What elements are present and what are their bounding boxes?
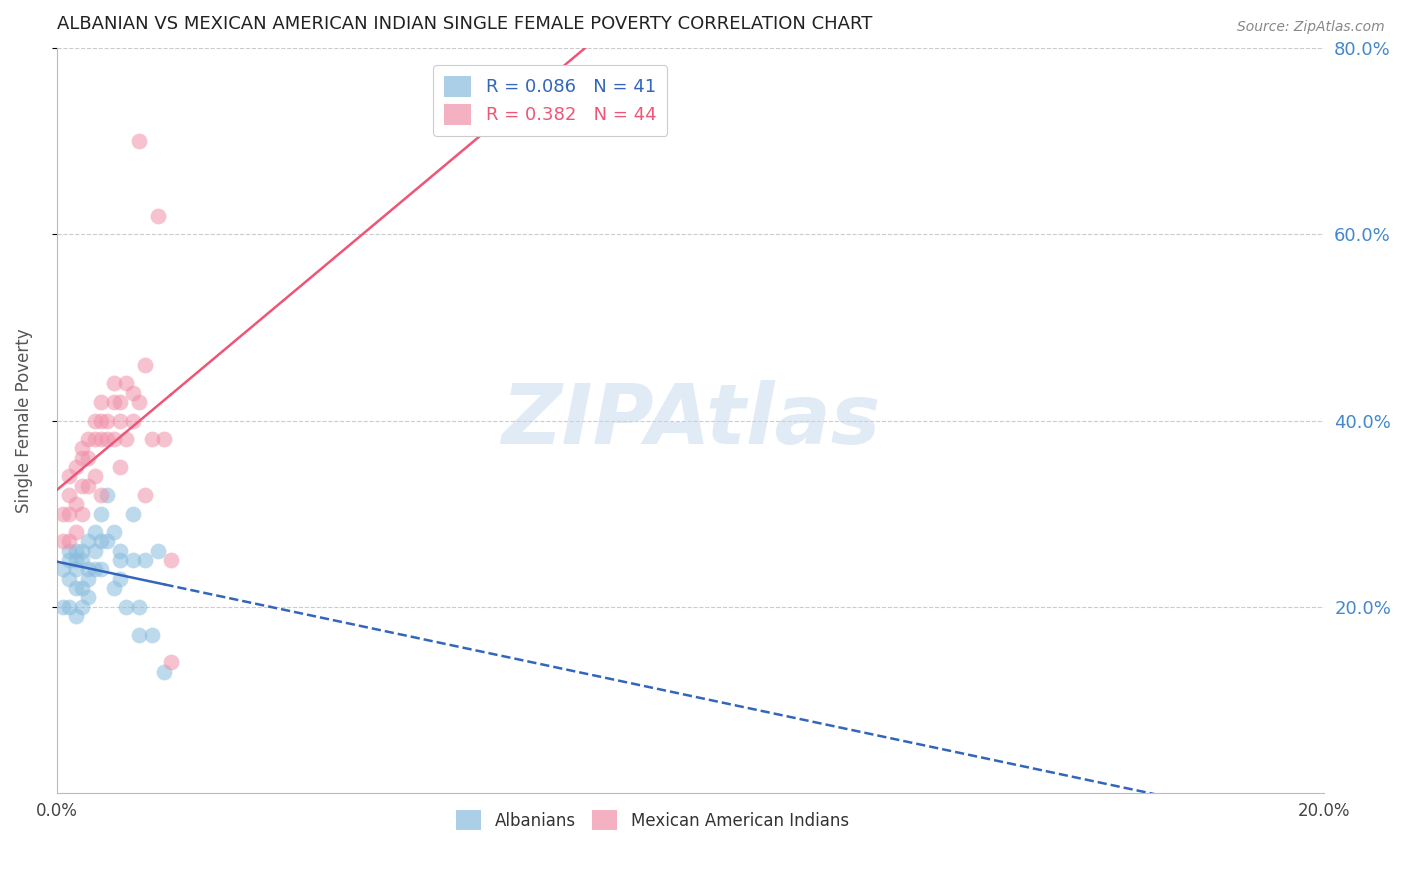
- Point: [90, 534, 112, 549]
- Point: [58, 507, 80, 521]
- Point: [146, 543, 169, 558]
- Point: [90, 413, 112, 427]
- Point: [90, 507, 112, 521]
- Point: [65, 497, 87, 511]
- Point: [65, 608, 87, 623]
- Point: [77, 432, 100, 446]
- Point: [65, 581, 87, 595]
- Point: [58, 534, 80, 549]
- Point: [65, 460, 87, 475]
- Point: [153, 432, 176, 446]
- Point: [96, 413, 118, 427]
- Point: [65, 525, 87, 540]
- Point: [90, 488, 112, 502]
- Point: [77, 478, 100, 492]
- Point: [52, 562, 75, 576]
- Point: [134, 358, 156, 372]
- Point: [77, 591, 100, 605]
- Point: [77, 572, 100, 586]
- Point: [159, 656, 181, 670]
- Point: [70, 442, 93, 456]
- Point: [115, 432, 138, 446]
- Text: ZIPAtlas: ZIPAtlas: [501, 380, 880, 461]
- Point: [128, 599, 150, 614]
- Point: [103, 395, 125, 409]
- Point: [96, 534, 118, 549]
- Point: [141, 432, 163, 446]
- Point: [121, 385, 143, 400]
- Point: [65, 543, 87, 558]
- Point: [58, 488, 80, 502]
- Point: [52, 599, 75, 614]
- Point: [70, 478, 93, 492]
- Point: [121, 507, 143, 521]
- Text: ALBANIAN VS MEXICAN AMERICAN INDIAN SINGLE FEMALE POVERTY CORRELATION CHART: ALBANIAN VS MEXICAN AMERICAN INDIAN SING…: [56, 15, 872, 33]
- Point: [70, 599, 93, 614]
- Point: [83, 432, 105, 446]
- Point: [90, 562, 112, 576]
- Point: [115, 376, 138, 391]
- Point: [146, 209, 169, 223]
- Point: [58, 572, 80, 586]
- Point: [65, 553, 87, 567]
- Point: [77, 450, 100, 465]
- Point: [65, 562, 87, 576]
- Point: [77, 562, 100, 576]
- Point: [96, 488, 118, 502]
- Point: [58, 543, 80, 558]
- Point: [108, 572, 131, 586]
- Point: [103, 376, 125, 391]
- Point: [128, 395, 150, 409]
- Point: [83, 525, 105, 540]
- Point: [70, 553, 93, 567]
- Point: [108, 460, 131, 475]
- Point: [70, 450, 93, 465]
- Point: [58, 599, 80, 614]
- Point: [58, 469, 80, 483]
- Point: [103, 581, 125, 595]
- Point: [77, 534, 100, 549]
- Point: [52, 507, 75, 521]
- Legend: Albanians, Mexican American Indians: Albanians, Mexican American Indians: [450, 804, 855, 837]
- Point: [134, 553, 156, 567]
- Point: [128, 627, 150, 641]
- Point: [83, 469, 105, 483]
- Point: [121, 413, 143, 427]
- Point: [70, 581, 93, 595]
- Point: [83, 562, 105, 576]
- Point: [159, 553, 181, 567]
- Point: [141, 627, 163, 641]
- Point: [128, 135, 150, 149]
- Point: [90, 432, 112, 446]
- Point: [103, 525, 125, 540]
- Point: [83, 543, 105, 558]
- Point: [83, 413, 105, 427]
- Y-axis label: Single Female Poverty: Single Female Poverty: [15, 328, 32, 513]
- Point: [134, 488, 156, 502]
- Point: [108, 543, 131, 558]
- Point: [58, 553, 80, 567]
- Point: [103, 432, 125, 446]
- Point: [108, 395, 131, 409]
- Point: [153, 665, 176, 679]
- Text: Source: ZipAtlas.com: Source: ZipAtlas.com: [1237, 20, 1385, 34]
- Point: [52, 534, 75, 549]
- Point: [115, 599, 138, 614]
- Point: [96, 432, 118, 446]
- Point: [121, 553, 143, 567]
- Point: [108, 413, 131, 427]
- Point: [108, 553, 131, 567]
- Point: [70, 507, 93, 521]
- Point: [90, 395, 112, 409]
- Point: [70, 543, 93, 558]
